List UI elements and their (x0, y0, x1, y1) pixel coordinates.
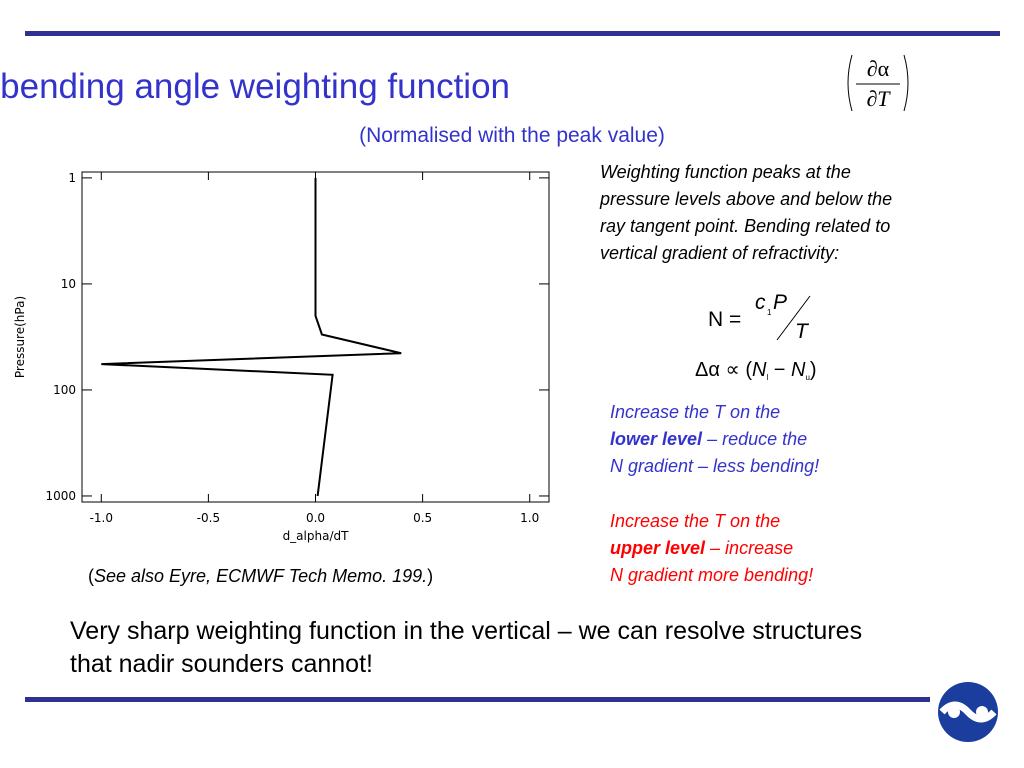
formula-t: T (795, 320, 810, 343)
text-line: Weighting function peaks at the (600, 162, 851, 182)
reference-part: See also Eyre, ECMWF Tech Memo. 199. (94, 566, 427, 586)
note-line: lower level – reduce the (610, 429, 807, 449)
text-line: vertical gradient of refractivity: (600, 243, 839, 263)
logo (938, 682, 998, 742)
formula-part: N (791, 359, 806, 381)
formula-bending: Δα ∝ (Nl − Nu) (695, 359, 817, 382)
note-bold: lower level (610, 429, 703, 449)
x-tick-label: -1.0 (90, 511, 113, 525)
formula-part: u (805, 373, 809, 382)
formula-lhs: N = (708, 308, 741, 331)
note-bold: upper level (610, 538, 706, 558)
note-lower: Increase the T on the lower level – redu… (610, 402, 819, 476)
y-tick-label: 10 (61, 277, 76, 291)
x-tick-label: 0.5 (413, 511, 432, 525)
footer-line: that nadir sounders cannot! (70, 650, 373, 678)
formula-sub: 1 (767, 308, 772, 317)
reference: (See also Eyre, ECMWF Tech Memo. 199.) (88, 566, 433, 586)
y-tick-label: 1 (68, 171, 76, 185)
note-line: N gradient – less bending! (610, 456, 819, 476)
x-tick-label: 0.0 (306, 511, 325, 525)
fraction-slash (776, 295, 811, 341)
formula-denominator: ∂T (866, 86, 891, 111)
text-line: pressure levels above and below the (599, 189, 892, 209)
note-upper: Increase the T on the upper level – incr… (610, 511, 813, 585)
x-axis-label: d_alpha/dT (283, 529, 350, 543)
y-tick-label: 1000 (45, 489, 76, 503)
y-axis-label: Pressure(hPa) (13, 296, 27, 378)
y-tick-label: 100 (53, 383, 76, 397)
reference-part: ( (88, 566, 94, 586)
x-tick-label: -0.5 (197, 511, 220, 525)
formula-p: P (773, 291, 787, 314)
note-line: N gradient more bending! (610, 565, 813, 585)
note-line: Increase the T on the (610, 402, 780, 422)
formula-lhs: Δα ∝ (Nl − Nu) (695, 359, 817, 382)
formula-part: ) (810, 359, 817, 381)
note-part: – increase (705, 538, 793, 558)
note-part: – reduce the (702, 429, 807, 449)
footer-line: Very sharp weighting function in the ver… (70, 617, 862, 645)
bottom-rule (25, 697, 930, 702)
text-line: ray tangent point. Bending related to (600, 216, 890, 236)
reference-part: ) (427, 566, 433, 586)
formula-part: N (752, 359, 767, 381)
top-rule (25, 31, 1000, 36)
formula-c: c (755, 291, 766, 314)
formula-refractivity: N = c 1 P T (708, 291, 811, 343)
x-tick-label: 1.0 (520, 511, 539, 525)
plot: -1.0 -0.5 0.0 0.5 1.0 1 10 100 1000 d_alpha/dT Pre… (13, 171, 550, 543)
explanation: Weighting function peaks at the pressure… (599, 162, 892, 263)
profile-line (101, 177, 402, 497)
formula-part: Δα ∝ ( (695, 359, 752, 381)
formula-part: l (766, 373, 768, 382)
formula-numerator: ∂α (867, 56, 890, 81)
note-line: Increase the T on the (610, 511, 780, 531)
formula-part: − (768, 359, 791, 381)
title: 1D bending angle weighting function (0, 67, 510, 106)
title-formula: ∂α ∂T (847, 54, 909, 112)
subtitle: (Normalised with the peak value) (359, 124, 665, 147)
note-line: upper level – increase (610, 538, 793, 558)
